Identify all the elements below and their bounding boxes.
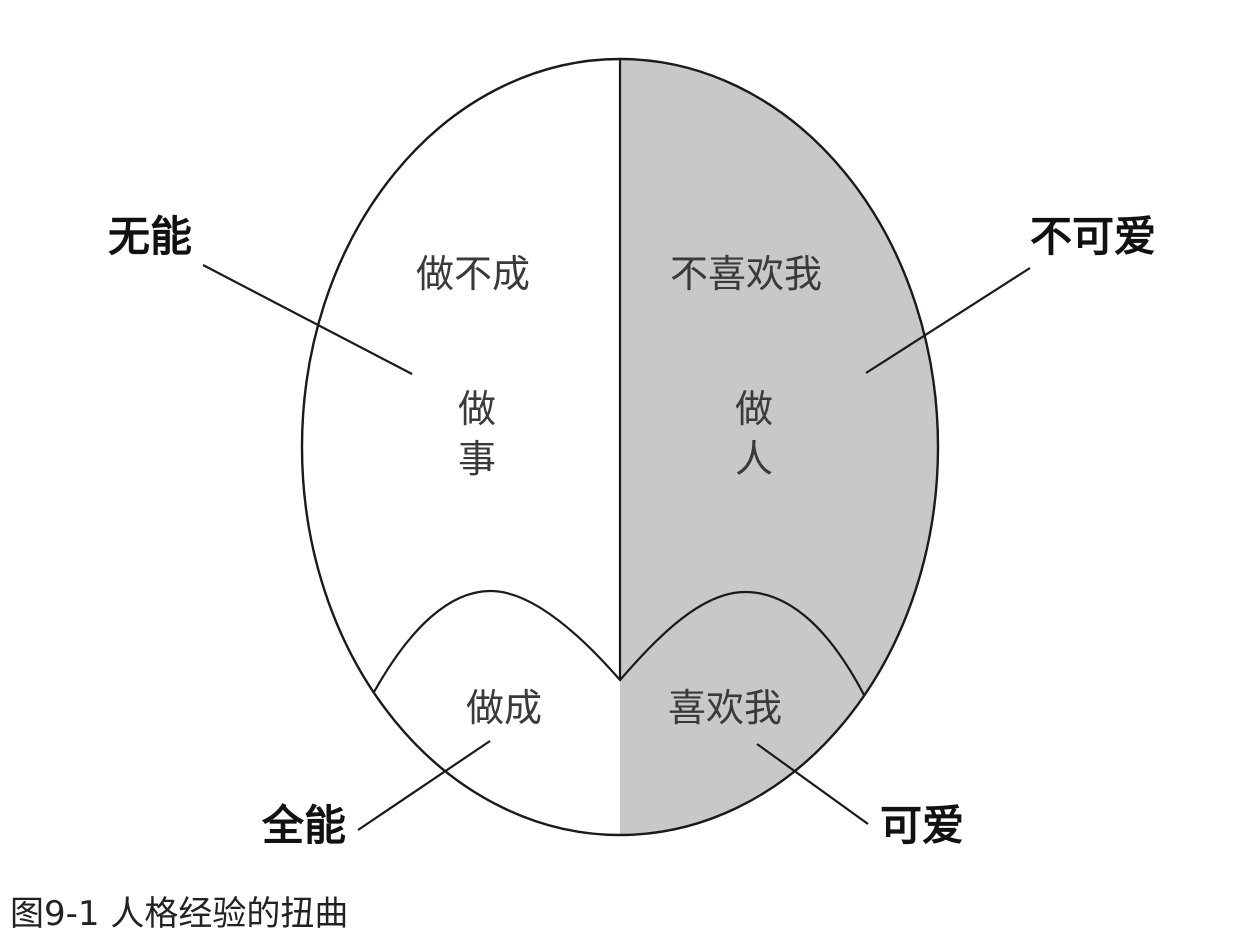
callout-omnipotent: 全能: [261, 801, 346, 850]
label-like-me: 喜欢我: [668, 686, 782, 730]
label-dislike-me: 不喜欢我: [670, 252, 822, 296]
oval-outline: [300, 57, 940, 837]
label-person-line2: 人: [735, 437, 773, 481]
label-do-line1: 做: [458, 387, 496, 431]
bottom-arch-curve: [373, 589, 865, 696]
leader-line-top-right: [865, 267, 1031, 374]
callout-incompetent: 无能: [108, 212, 192, 261]
leader-line-bottom-right: [756, 743, 869, 825]
label-be-line1: 做: [735, 387, 773, 431]
callout-lovable: 可爱: [880, 801, 964, 850]
leader-line-top-left: [202, 264, 413, 375]
figure-caption: 图9-1 人格经验的扭曲: [10, 894, 349, 934]
right-half-shading: [620, 59, 938, 835]
label-can-do: 做成: [466, 686, 542, 730]
label-cannot-do: 做不成: [416, 252, 530, 296]
personality-diagram: 做不成 做 事 做成 不喜欢我 做 人 喜欢我 无能 不可爱 全能 可爱: [108, 57, 1156, 850]
callout-unlovable: 不可爱: [1030, 212, 1156, 261]
leader-line-bottom-left: [357, 740, 491, 831]
label-things-line2: 事: [458, 437, 496, 481]
